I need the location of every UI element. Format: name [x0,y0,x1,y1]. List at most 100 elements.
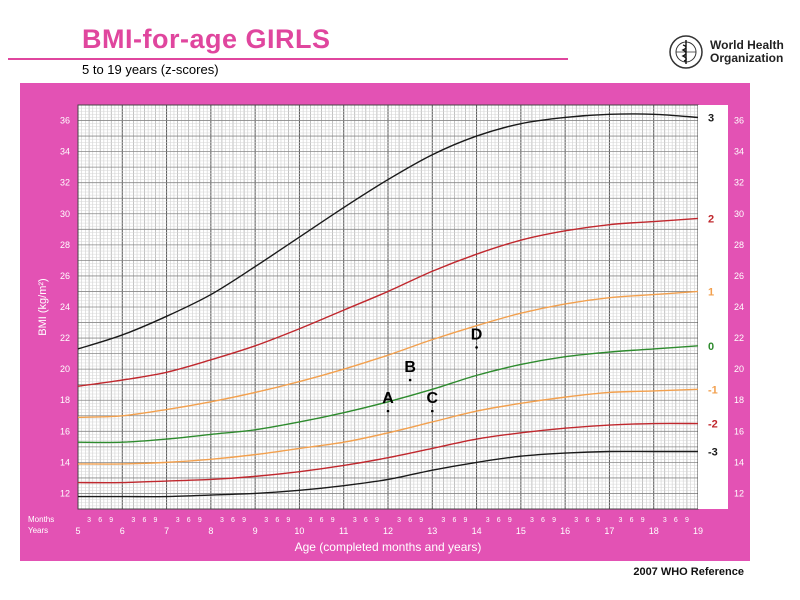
x-tick-month-label: 6 [541,517,545,524]
z-label-strip [698,105,728,509]
who-name-line1: World Health [710,38,784,52]
x-tick-month-label: 9 [109,517,113,524]
chart-title: BMI-for-age GIRLS [82,24,331,54]
x-tick-month-label: 9 [552,517,556,524]
zscore-label--3: -3 [708,447,718,459]
x-tick-year-label: 18 [649,526,659,536]
chart-panel: 12 12 14 14 16 16 18 18 20 20 22 22 24 24 26 26 28 28 30 30… [20,83,750,561]
x-tick-month-label: 3 [309,517,313,524]
chart-subtitle: 5 to 19 years (z-scores) [82,62,219,77]
x-tick-year-label: 5 [75,526,80,536]
x-tick-month-label: 9 [685,517,689,524]
zscore-label--1: -1 [708,384,718,396]
x-tick-month-label: 3 [530,517,534,524]
x-tick-month-label: 6 [497,517,501,524]
x-tick-year-label: 8 [208,526,213,536]
who-name-line2: Organization [710,51,784,65]
y-tick-label-left: 18 [60,395,70,405]
x-tick-year-label: 9 [253,526,258,536]
who-logo: World Health Organization [668,34,784,70]
y-tick-label-left: 24 [60,302,70,312]
x-tick-month-label: 3 [176,517,180,524]
x-tick-month-label: 6 [452,517,456,524]
x-tick-month-label: 9 [419,517,423,524]
x-tick-month-label: 6 [408,517,412,524]
zscore-curve--2 [77,422,699,484]
y-tick-label-right: 18 [734,395,744,405]
x-tick-year-label: 17 [604,526,614,536]
who-name: World Health Organization [710,39,784,65]
x-tick-month-label: 6 [187,517,191,524]
zscore-curve-0 [77,345,699,444]
x-tick-month-label: 3 [441,517,445,524]
years-row-label: Years [28,526,48,535]
x-tick-month-label: 6 [630,517,634,524]
x-tick-month-label: 6 [585,517,589,524]
x-tick-month-label: 6 [275,517,279,524]
x-tick-month-label: 9 [596,517,600,524]
y-tick-label-right: 26 [734,271,744,281]
zscore-label-0: 0 [708,341,714,353]
x-tick-year-label: 12 [383,526,393,536]
x-tick-year-label: 19 [693,526,703,536]
point-label-B: B [404,359,416,376]
x-tick-year-label: 16 [560,526,570,536]
zscore-curve--3 [78,450,698,498]
x-tick-month-label: 9 [641,517,645,524]
x-tick-month-label: 3 [87,517,91,524]
x-axis-title: Age (completed months and years) [295,540,482,554]
x-tick-year-label: 15 [516,526,526,536]
y-tick-label-left: 22 [60,333,70,343]
x-tick-month-label: 9 [331,517,335,524]
y-tick-label-left: 28 [60,240,70,250]
y-axis-title: BMI (kg/m²) [37,278,49,335]
point-label-D: D [471,326,483,343]
months-row-label: Months [28,515,54,524]
x-tick-month-label: 3 [397,517,401,524]
y-tick-label-left: 20 [60,364,70,374]
x-tick-month-label: 3 [486,517,490,524]
x-tick-month-label: 6 [142,517,146,524]
x-tick-month-label: 6 [320,517,324,524]
x-tick-month-label: 9 [286,517,290,524]
y-tick-label-left: 16 [60,426,70,436]
y-tick-label-right: 22 [734,333,744,343]
point-B [408,378,412,382]
y-tick-label-right: 14 [734,457,744,467]
y-tick-label-left: 12 [60,488,70,498]
zscore-curve-2 [77,217,699,387]
x-tick-month-label: 6 [231,517,235,524]
x-tick-month-label: 3 [131,517,135,524]
x-tick-year-label: 11 [339,526,348,536]
y-tick-label-left: 30 [60,209,70,219]
y-tick-label-right: 20 [734,364,744,374]
zscore-label-3: 3 [708,112,714,124]
x-tick-year-label: 6 [120,526,125,536]
y-tick-label-left: 14 [60,457,70,467]
y-tick-label-right: 34 [734,147,744,157]
zscore-label--2: -2 [708,419,718,431]
y-tick-label-left: 32 [60,178,70,188]
x-tick-month-label: 9 [198,517,202,524]
zscore-label-2: 2 [708,213,714,225]
y-tick-label-left: 34 [60,147,70,157]
x-tick-month-label: 9 [508,517,512,524]
who-emblem-icon [669,35,703,69]
x-tick-month-label: 3 [574,517,578,524]
point-label-C: C [427,390,439,407]
y-tick-label-right: 12 [734,488,744,498]
x-tick-month-label: 3 [264,517,268,524]
zscore-curve-3 [77,113,699,350]
x-tick-year-label: 10 [294,526,304,536]
y-tick-label-right: 24 [734,302,744,312]
point-D [475,346,478,349]
y-tick-label-right: 28 [734,240,744,250]
x-tick-month-label: 9 [375,517,379,524]
y-tick-label-left: 26 [60,271,70,281]
x-tick-month-label: 6 [98,517,102,524]
x-tick-month-label: 6 [364,517,368,524]
y-tick-label-right: 32 [734,178,744,188]
x-tick-month-label: 3 [619,517,623,524]
point-label-A: A [382,390,394,407]
